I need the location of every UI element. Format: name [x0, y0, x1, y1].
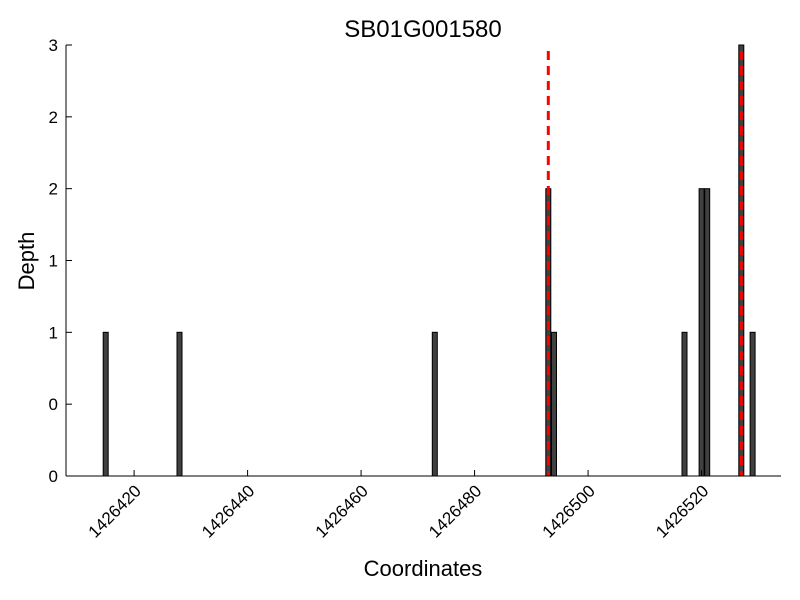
y-tick-label: 0	[49, 395, 58, 414]
x-tick-label: 1426520	[652, 481, 712, 541]
x-tick-label: 1426460	[312, 481, 372, 541]
bar	[102, 331, 109, 477]
x-ticks-group: 1426420 1426440 1426460 1426480 1426500 14265…	[85, 470, 712, 542]
reference-lines-group	[546, 51, 743, 476]
y-tick-label: 2	[49, 108, 58, 127]
y-tick-label: 0	[49, 467, 58, 486]
y-tick-label: 1	[49, 252, 58, 271]
y-ticks-group: 0 0 1 1 2 2 3	[49, 36, 72, 486]
axes-group	[65, 45, 781, 477]
y-tick-label: 2	[49, 180, 58, 199]
bar	[551, 331, 557, 477]
bar	[704, 188, 711, 477]
bar	[749, 331, 756, 477]
bar	[681, 331, 688, 477]
x-tick-label: 1426440	[198, 481, 258, 541]
bars-group	[102, 44, 756, 477]
x-axis-label: Coordinates	[364, 556, 483, 581]
chart-title: SB01G001580	[344, 16, 501, 43]
x-tick-label: 1426420	[85, 481, 145, 541]
y-tick-label: 3	[49, 36, 58, 55]
y-axis-label: Depth	[14, 232, 39, 291]
x-tick-label: 1426480	[425, 481, 485, 541]
y-tick-label: 1	[49, 323, 58, 342]
bar	[431, 331, 438, 477]
bar	[176, 331, 183, 477]
x-tick-label: 1426500	[539, 481, 599, 541]
bar	[698, 188, 705, 477]
